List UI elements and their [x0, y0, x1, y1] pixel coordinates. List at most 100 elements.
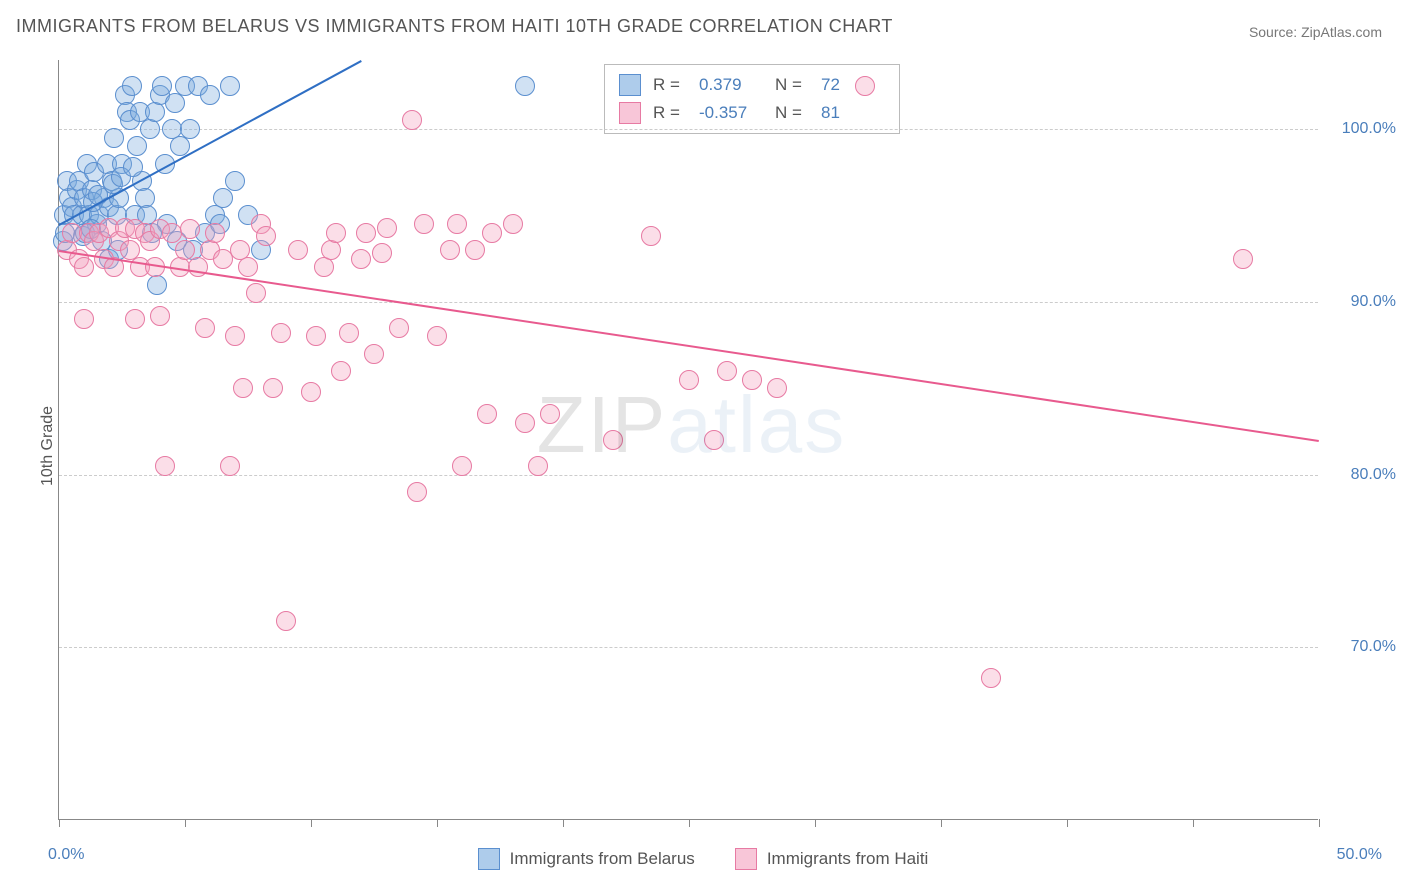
- scatter-point: [407, 482, 427, 502]
- scatter-point: [402, 110, 422, 130]
- scatter-point: [123, 157, 143, 177]
- swatch-haiti-icon: [619, 102, 641, 124]
- scatter-point: [256, 226, 276, 246]
- legend-item-belarus: Immigrants from Belarus: [478, 848, 695, 870]
- scatter-point: [742, 370, 762, 390]
- y-axis-tick: 70.0%: [1326, 638, 1396, 656]
- scatter-point: [389, 318, 409, 338]
- scatter-point: [225, 326, 245, 346]
- scatter-point: [140, 119, 160, 139]
- y-axis-label: 10th Grade: [39, 406, 57, 486]
- scatter-point: [188, 257, 208, 277]
- scatter-point: [145, 102, 165, 122]
- scatter-point: [150, 306, 170, 326]
- scatter-point: [528, 456, 548, 476]
- scatter-point: [503, 214, 523, 234]
- scatter-point: [679, 370, 699, 390]
- scatter-point: [74, 309, 94, 329]
- scatter-point: [427, 326, 447, 346]
- scatter-point: [288, 240, 308, 260]
- scatter-point: [767, 378, 787, 398]
- x-axis-tick-mark: [311, 819, 312, 827]
- scatter-point: [155, 456, 175, 476]
- scatter-point: [233, 378, 253, 398]
- legend-row-haiti: R = -0.357 N = 81: [619, 99, 885, 127]
- scatter-point: [125, 309, 145, 329]
- scatter-point: [515, 413, 535, 433]
- legend-row-belarus: R = 0.379 N = 72: [619, 71, 885, 99]
- x-axis-tick-mark: [1193, 819, 1194, 827]
- scatter-point: [364, 344, 384, 364]
- scatter-point: [326, 223, 346, 243]
- n-value-belarus: 72: [821, 71, 885, 99]
- source-attribution: Source: ZipAtlas.com: [1249, 24, 1382, 40]
- plot-area: R = 0.379 N = 72 R = -0.357 N = 81 70.0%…: [58, 60, 1318, 820]
- scatter-point: [74, 257, 94, 277]
- scatter-point: [641, 226, 661, 246]
- scatter-point: [981, 668, 1001, 688]
- scatter-point: [482, 223, 502, 243]
- scatter-point: [306, 326, 326, 346]
- scatter-point: [213, 188, 233, 208]
- swatch-belarus-icon: [619, 74, 641, 96]
- scatter-point: [246, 283, 266, 303]
- scatter-point: [465, 240, 485, 260]
- scatter-point: [175, 240, 195, 260]
- gridline: [59, 129, 1318, 130]
- n-value-haiti: 81: [821, 99, 885, 127]
- legend-label-belarus: Immigrants from Belarus: [510, 849, 695, 869]
- scatter-point: [147, 275, 167, 295]
- gridline: [59, 475, 1318, 476]
- n-label: N =: [775, 71, 809, 99]
- gridline: [59, 647, 1318, 648]
- y-axis-tick: 100.0%: [1326, 120, 1396, 138]
- scatter-point: [717, 361, 737, 381]
- x-axis-tick-mark: [815, 819, 816, 827]
- scatter-point: [200, 85, 220, 105]
- y-axis-tick: 80.0%: [1326, 466, 1396, 484]
- scatter-point: [220, 76, 240, 96]
- scatter-point: [180, 119, 200, 139]
- x-axis-tick-mark: [941, 819, 942, 827]
- scatter-point: [540, 404, 560, 424]
- chart-title: IMMIGRANTS FROM BELARUS VS IMMIGRANTS FR…: [16, 16, 893, 37]
- scatter-point: [321, 240, 341, 260]
- scatter-point: [414, 214, 434, 234]
- scatter-point: [301, 382, 321, 402]
- scatter-point: [603, 430, 623, 450]
- swatch-haiti-icon: [735, 848, 757, 870]
- r-label: R =: [653, 71, 687, 99]
- y-axis-tick: 90.0%: [1326, 293, 1396, 311]
- scatter-point: [195, 318, 215, 338]
- scatter-point: [440, 240, 460, 260]
- scatter-point: [351, 249, 371, 269]
- x-axis-tick-mark: [689, 819, 690, 827]
- scatter-point: [855, 76, 875, 96]
- scatter-point: [377, 218, 397, 238]
- swatch-belarus-icon: [478, 848, 500, 870]
- scatter-point: [372, 243, 392, 263]
- scatter-point: [205, 223, 225, 243]
- scatter-point: [225, 171, 245, 191]
- x-axis-tick-mark: [563, 819, 564, 827]
- scatter-point: [271, 323, 291, 343]
- x-axis-tick-mark: [59, 819, 60, 827]
- scatter-point: [339, 323, 359, 343]
- scatter-point: [122, 76, 142, 96]
- legend-item-haiti: Immigrants from Haiti: [735, 848, 929, 870]
- scatter-point: [263, 378, 283, 398]
- series-legend: Immigrants from Belarus Immigrants from …: [0, 848, 1406, 870]
- scatter-point: [314, 257, 334, 277]
- n-label: N =: [775, 99, 809, 127]
- scatter-point: [152, 76, 172, 96]
- scatter-point: [515, 76, 535, 96]
- x-axis-tick-mark: [437, 819, 438, 827]
- r-value-belarus: 0.379: [699, 71, 763, 99]
- scatter-point: [447, 214, 467, 234]
- scatter-point: [180, 219, 200, 239]
- scatter-point: [127, 136, 147, 156]
- x-axis-tick-mark: [185, 819, 186, 827]
- scatter-point: [276, 611, 296, 631]
- gridline: [59, 302, 1318, 303]
- r-value-haiti: -0.357: [699, 99, 763, 127]
